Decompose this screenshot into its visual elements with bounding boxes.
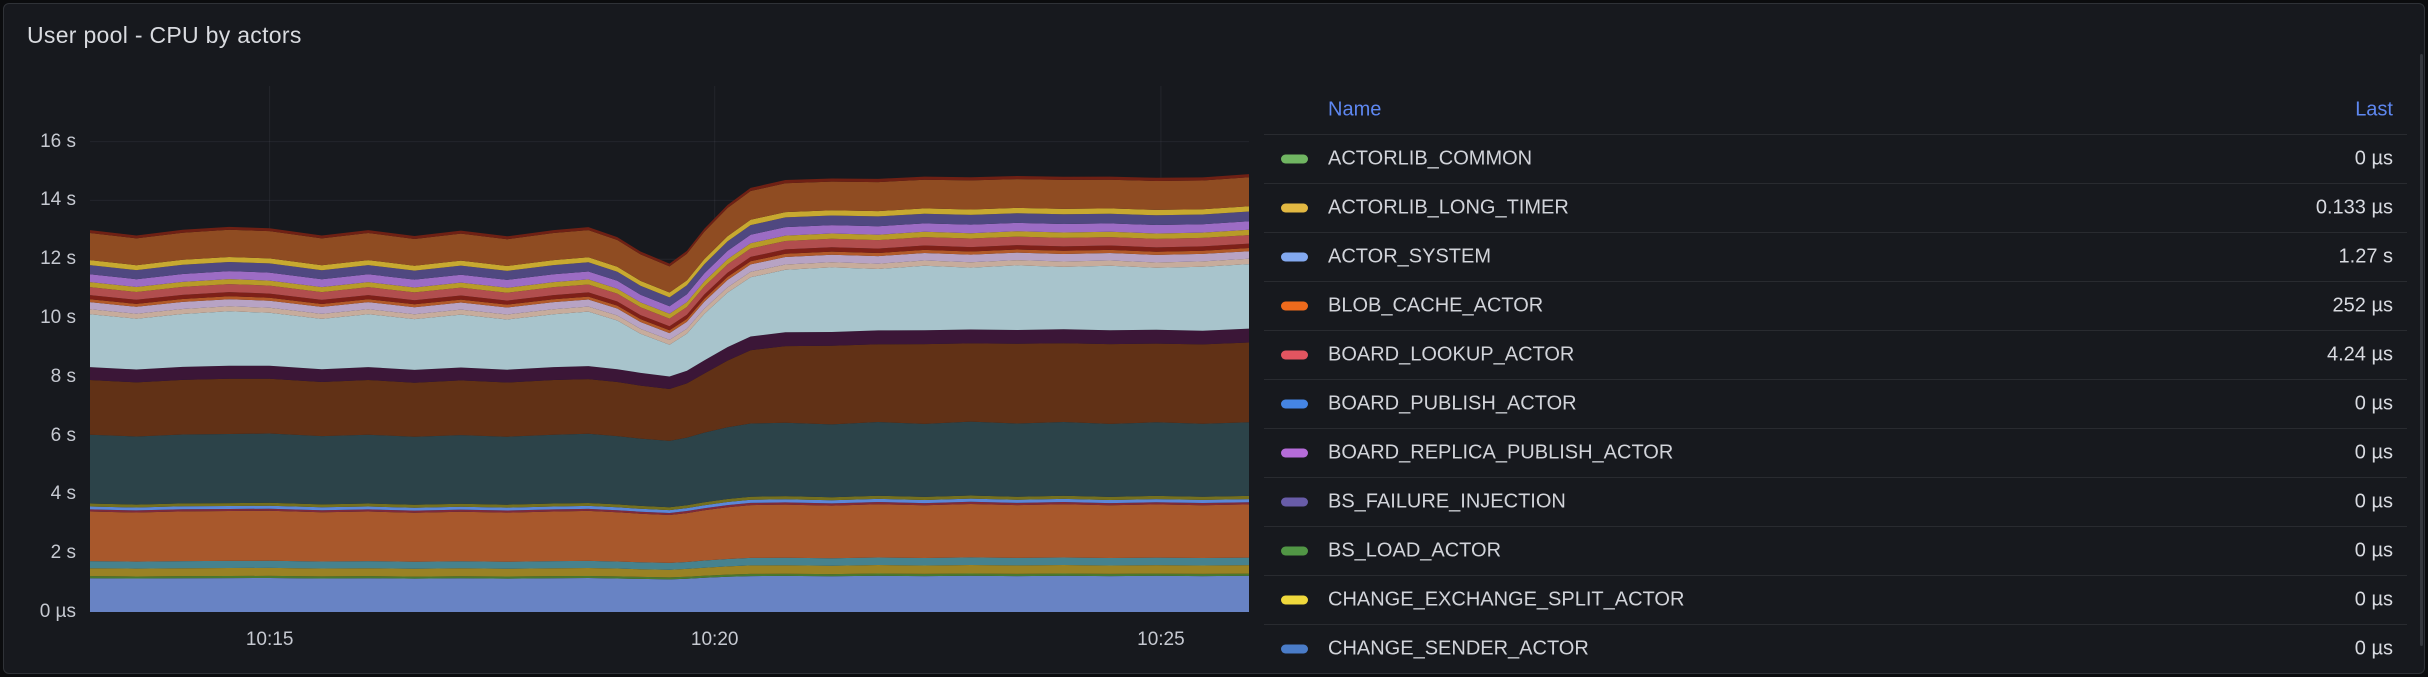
series-name[interactable]: ACTORLIB_LONG_TIMER: [1328, 196, 1569, 219]
legend-row-BOARD_REPLICA_PUBLISH_ACTOR[interactable]: BOARD_REPLICA_PUBLISH_ACTOR 0 µs: [1264, 428, 2407, 477]
y-tick-label: 8 s: [50, 365, 76, 387]
series-name[interactable]: CHANGE_SENDER_ACTOR: [1328, 637, 1589, 660]
area-periwinkle-band: [90, 575, 1249, 612]
x-tick-label: 10:15: [245, 629, 294, 650]
series-color-pill: [1281, 399, 1308, 409]
series-last-value: 0 µs: [2354, 637, 2393, 660]
legend-header-name[interactable]: Name: [1328, 98, 1382, 121]
x-tick-label: 10:20: [690, 629, 739, 650]
series-last-value: 1.27 s: [2338, 245, 2393, 268]
series-color-pill: [1281, 301, 1308, 311]
legend-row-CHANGE_SENDER_ACTOR[interactable]: CHANGE_SENDER_ACTOR 0 µs: [1264, 624, 2407, 673]
y-tick-label: 2 s: [50, 542, 76, 564]
legend-row-BLOB_CACHE_ACTOR[interactable]: BLOB_CACHE_ACTOR 252 µs: [1264, 281, 2407, 330]
series-color-pill: [1281, 252, 1308, 262]
area-brown-top-band: [90, 177, 1249, 293]
area-dark-brown-band: [90, 342, 1249, 441]
series-last-value: 0.133 µs: [2315, 196, 2393, 219]
legend-row-ACTORLIB_COMMON[interactable]: ACTORLIB_COMMON 0 µs: [1264, 134, 2407, 183]
y-tick-label: 12 s: [40, 248, 76, 270]
series-last-value: 0 µs: [2354, 539, 2393, 562]
legend-header-last[interactable]: Last: [2355, 98, 2393, 121]
legend-rows: ACTORLIB_COMMON 0 µs ACTORLIB_LONG_TIMER 0.…: [1264, 134, 2407, 673]
area-blue-line: [90, 498, 1249, 513]
legend-scrollbar[interactable]: [2420, 54, 2423, 646]
series-name[interactable]: BLOB_CACHE_ACTOR: [1328, 294, 1544, 317]
y-tick-label: 14 s: [40, 189, 76, 211]
series-last-value: 4.24 µs: [2326, 343, 2393, 366]
series-name[interactable]: BS_LOAD_ACTOR: [1328, 539, 1502, 562]
area-red-brick-band: [90, 235, 1249, 327]
series-name[interactable]: ACTORLIB_COMMON: [1328, 147, 1533, 170]
series-color-pill: [1281, 154, 1308, 164]
series-last-value: 0 µs: [2354, 392, 2393, 415]
series-color-pill: [1281, 546, 1308, 556]
series-last-value: 0 µs: [2354, 147, 2393, 170]
series-color-pill: [1281, 350, 1308, 360]
series-color-pill: [1281, 497, 1308, 507]
series-name[interactable]: ACTOR_SYSTEM: [1328, 245, 1491, 268]
area-maroon-line: [90, 501, 1249, 515]
legend-row-BOARD_LOOKUP_ACTOR[interactable]: BOARD_LOOKUP_ACTOR 4.24 µs: [1264, 330, 2407, 379]
area-pale-blue-band: [90, 264, 1249, 377]
y-tick-label: 10 s: [40, 307, 76, 328]
series-last-value: 0 µs: [2354, 588, 2393, 611]
x-tick-label: 10:25: [1137, 629, 1185, 650]
y-tick-label: 16 s: [40, 130, 76, 152]
area-dark-plum-band: [90, 328, 1249, 389]
legend-row-BOARD_PUBLISH_ACTOR[interactable]: BOARD_PUBLISH_ACTOR 0 µs: [1264, 379, 2407, 428]
series-name[interactable]: BOARD_LOOKUP_ACTOR: [1328, 343, 1575, 366]
series-color-pill: [1281, 644, 1308, 654]
stacked-area-chart: [90, 86, 1249, 612]
series-color-pill: [1281, 595, 1308, 605]
legend-row-CHANGE_EXCHANGE_SPLIT_ACTOR[interactable]: CHANGE_EXCHANGE_SPLIT_ACTOR 0 µs: [1264, 575, 2407, 624]
panel-title: User pool - CPU by actors: [27, 22, 302, 48]
grafana-panel: User pool - CPU by actors 0 µs 2 s 4 s 6 s 8…: [3, 3, 2425, 674]
legend-row-BS_LOAD_ACTOR[interactable]: BS_LOAD_ACTOR 0 µs: [1264, 526, 2407, 575]
series-name[interactable]: BOARD_PUBLISH_ACTOR: [1328, 392, 1577, 415]
series-last-value: 252 µs: [2332, 294, 2393, 317]
legend-table: Name Last ACTORLIB_COMMON 0 µs ACTORLIB_LO…: [1264, 86, 2407, 673]
series-name[interactable]: BOARD_REPLICA_PUBLISH_ACTOR: [1328, 441, 1674, 464]
legend-header: Name Last: [1264, 86, 2407, 134]
series-color-pill: [1281, 203, 1308, 213]
legend-row-ACTOR_SYSTEM[interactable]: ACTOR_SYSTEM 1.27 s: [1264, 232, 2407, 281]
y-tick-label: 6 s: [50, 424, 76, 446]
y-tick-label: 4 s: [50, 483, 76, 505]
area-purple-band: [90, 221, 1249, 314]
legend-row-BS_FAILURE_INJECTION[interactable]: BS_FAILURE_INJECTION 0 µs: [1264, 477, 2407, 526]
series-color-pill: [1281, 448, 1308, 458]
series-last-value: 0 µs: [2354, 490, 2393, 513]
series-name[interactable]: CHANGE_EXCHANGE_SPLIT_ACTOR: [1328, 588, 1685, 611]
area-teal-band: [90, 557, 1249, 570]
area-dark-teal-band: [90, 421, 1249, 508]
y-tick-label: 0 µs: [39, 601, 76, 622]
legend-row-ACTORLIB_LONG_TIMER[interactable]: ACTORLIB_LONG_TIMER 0.133 µs: [1264, 183, 2407, 232]
series-last-value: 0 µs: [2354, 441, 2393, 464]
area-olive-line: [90, 495, 1249, 511]
area-gold-olive-band: [90, 565, 1249, 578]
area-green-line: [90, 573, 1249, 580]
series-name[interactable]: BS_FAILURE_INJECTION: [1328, 490, 1566, 513]
timeseries-plot[interactable]: [90, 86, 1249, 612]
area-orange-band: [90, 504, 1249, 563]
area-slate-violet-band: [90, 211, 1249, 307]
area-pale-pink-band: [90, 251, 1249, 340]
